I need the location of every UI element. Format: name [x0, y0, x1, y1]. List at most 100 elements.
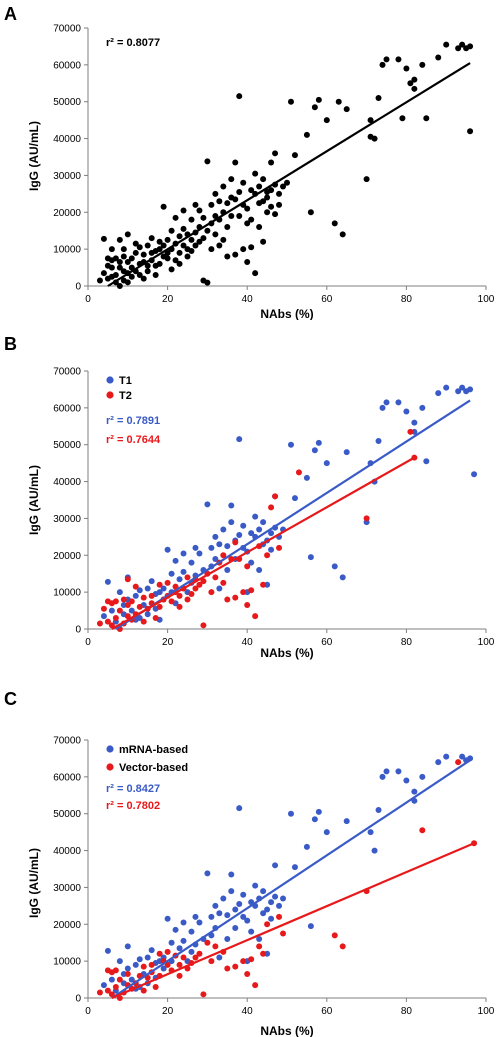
data-point [204, 870, 211, 877]
data-point [363, 176, 370, 183]
data-point [196, 581, 203, 588]
legend-marker-t2 [106, 391, 114, 399]
y-tick-label: 10000 [53, 957, 81, 968]
data-point [252, 513, 259, 520]
data-point [116, 976, 123, 983]
data-point [152, 983, 159, 990]
data-point [188, 948, 195, 955]
data-point [144, 954, 151, 961]
data-point [168, 570, 175, 577]
x-tick-label: 60 [321, 294, 333, 305]
data-point [232, 906, 239, 913]
data-point [260, 519, 267, 526]
data-point [140, 251, 147, 258]
data-point [284, 179, 290, 186]
data-point [104, 578, 111, 585]
data-point [228, 871, 235, 878]
data-point [244, 917, 251, 924]
data-point [212, 555, 219, 562]
data-point [236, 93, 243, 100]
data-point [216, 242, 223, 249]
data-point [124, 602, 131, 609]
data-point [176, 945, 183, 952]
data-point [208, 913, 215, 920]
data-point [108, 264, 115, 271]
data-point [435, 759, 442, 766]
data-point [216, 198, 223, 205]
data-point [236, 532, 243, 539]
data-point [204, 227, 211, 234]
data-point [180, 919, 187, 926]
data-point [423, 458, 430, 465]
data-point [455, 759, 462, 766]
data-point [96, 277, 103, 284]
data-point [176, 961, 183, 968]
data-point [180, 207, 187, 214]
data-point [272, 150, 279, 157]
data-point [96, 620, 103, 627]
data-point [216, 585, 223, 592]
data-point [112, 614, 119, 621]
data-point [120, 246, 127, 253]
data-point [363, 515, 370, 522]
data-point [212, 231, 219, 238]
data-point [212, 190, 219, 197]
y-tick-label: 30000 [53, 514, 81, 525]
r2-label-a: r² = 0.8077 [106, 37, 160, 49]
data-point [228, 888, 235, 895]
y-axis-title-a: IgG (AU/mL) [27, 121, 41, 191]
data-point [100, 270, 107, 277]
data-point [260, 176, 267, 183]
data-point [315, 439, 322, 446]
data-point [204, 279, 211, 286]
data-point [124, 965, 131, 972]
data-point [331, 220, 338, 227]
data-point [224, 567, 231, 574]
data-point [116, 995, 123, 1001]
data-point [128, 598, 135, 605]
data-point [192, 913, 199, 920]
trend-line-b-0 [115, 399, 471, 630]
data-point [156, 603, 163, 610]
data-point [395, 56, 402, 63]
data-point [343, 818, 350, 825]
data-point [248, 530, 255, 537]
x-axis-title-b: NAbs (%) [260, 646, 313, 660]
data-point [232, 196, 239, 203]
data-point [236, 805, 243, 812]
data-point [264, 921, 271, 928]
data-point [303, 843, 310, 850]
data-point [367, 117, 374, 124]
data-point [248, 559, 255, 566]
data-point [272, 893, 279, 900]
data-point [168, 227, 175, 234]
panel-letter-c: C [4, 689, 17, 709]
data-point [220, 236, 227, 243]
data-point [411, 85, 418, 92]
data-point [188, 590, 195, 597]
data-point [108, 976, 115, 983]
y-axis-title-c: IgG (AU/mL) [27, 848, 41, 918]
data-point [196, 207, 203, 214]
data-point [220, 579, 227, 586]
data-point [232, 963, 239, 970]
data-point [188, 216, 195, 223]
data-point [228, 212, 235, 219]
data-point [100, 235, 107, 242]
data-point [240, 179, 247, 186]
data-point [459, 41, 466, 48]
data-point [148, 592, 155, 599]
data-point [459, 384, 466, 391]
series-points-c-1 [96, 759, 478, 1001]
y-tick-label: 60000 [53, 772, 81, 783]
data-point [164, 546, 171, 553]
data-point [419, 827, 426, 834]
data-point [248, 216, 255, 223]
data-point [212, 943, 219, 950]
y-tick-label: 50000 [53, 97, 81, 108]
data-point [124, 259, 131, 266]
data-point [256, 183, 263, 190]
data-point [248, 956, 255, 963]
data-point [224, 200, 231, 207]
data-point [136, 603, 143, 610]
